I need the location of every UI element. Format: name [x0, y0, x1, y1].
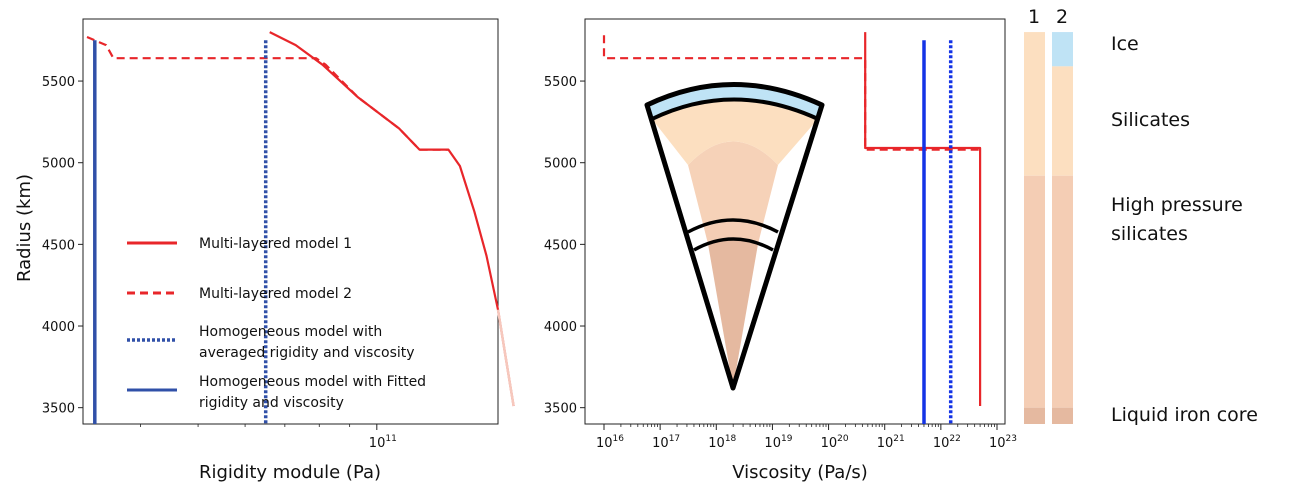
legend-entry-homog-averaged: Homogeneous model with averaged rigidity…: [127, 324, 415, 361]
viscosity-x-ticks: 1016 1017 1018 1019 1020 1021 1022 1023: [596, 424, 1017, 451]
wedge-silicates-shell: [652, 99, 818, 165]
viscosity-x-tick-label-1: 1016: [596, 434, 624, 451]
viscosity-y-tick-label-1: 3500: [544, 402, 577, 417]
wedge-boundary-hp1: [687, 218, 779, 234]
rigidity-y-tick-label-2: 4000: [42, 320, 75, 335]
legend: Multi-layered model 1 Multi-layered mode…: [127, 236, 426, 411]
viscosity-y-tick-label-3: 4500: [544, 238, 577, 253]
viscosity-x-tick-label-4: 1019: [764, 434, 792, 451]
wedge-ice-shell: [647, 84, 822, 119]
wedge-outline: [644, 82, 825, 391]
legend-label-homog-averaged-line1: Homogeneous model with: [199, 324, 382, 340]
viscosity-y-ticks: 3500 4000 4500 5000 5500: [544, 75, 585, 417]
viscosity-y-tick-label-2: 4000: [544, 320, 577, 335]
legend-entry-homog-fitted: Homogeneous model with Fitted rigidity a…: [127, 374, 426, 411]
viscosity-x-tick-label-6: 1021: [877, 434, 905, 451]
rigidity-x-tick-label-1: 1011: [369, 434, 397, 451]
legend-label-model-2: Multi-layered model 2: [199, 286, 352, 302]
rigidity-x-axis-label: Rigidity module (Pa): [199, 462, 381, 483]
viscosity-x-axis-label: Viscosity (Pa/s): [732, 462, 868, 483]
rigidity-chart: 3500 4000 4500 5000 5500 1011 Rigidity modul…: [14, 18, 515, 483]
layer-columns: 1 2 Ice Silicates High pressure silicate…: [1024, 6, 1258, 426]
legend-entry-model-1: Multi-layered model 1: [127, 236, 352, 252]
column-2-high-pressure-layer: [1052, 175, 1073, 408]
column-1-high-pressure-layer: [1024, 175, 1045, 408]
viscosity-y-tick-label-5: 5500: [544, 75, 577, 90]
legend-label-homog-fitted-line1: Homogeneous model with Fitted: [199, 374, 426, 390]
column-2-core-layer: [1052, 407, 1073, 424]
column-2-ice-layer: [1052, 32, 1073, 67]
column-header-1: 1: [1028, 6, 1040, 28]
rigidity-y-tick-label-1: 3500: [42, 402, 75, 417]
layer-label-high-pressure-line1: High pressure: [1111, 194, 1243, 216]
column-2-silicates-layer: [1052, 66, 1073, 176]
viscosity-chart: 3500 4000 4500 5000 5500 1016 1017 1018 1019 102…: [544, 18, 1017, 483]
column-1-silicates-layer: [1024, 32, 1045, 176]
viscosity-x-tick-label-8: 1023: [989, 434, 1017, 451]
viscosity-plot-frame: [584, 18, 1006, 425]
wedge-core: [708, 238, 758, 388]
rigidity-plot-frame: [82, 18, 499, 425]
column-1-core-layer: [1024, 407, 1045, 424]
wedge-high-pressure-inner-shell: [704, 221, 762, 244]
viscosity-series-group: [602, 32, 982, 424]
viscosity-x-tick-label-5: 1020: [821, 434, 849, 451]
layer-label-high-pressure-line2: silicates: [1111, 223, 1188, 245]
wedge-high-pressure-shell: [688, 141, 778, 228]
rigidity-y-tick-label-5: 5500: [42, 75, 75, 90]
rigidity-x-ticks: 1011: [140, 424, 397, 451]
layer-column-bars: [1024, 32, 1073, 424]
viscosity-x-tick-label-3: 1018: [708, 434, 736, 451]
rigidity-series-group: [86, 31, 515, 424]
viscosity-y-tick-label-4: 5000: [544, 157, 577, 172]
wedge-boundary-ice: [651, 97, 819, 121]
rigidity-y-axis-label: Radius (km): [14, 174, 35, 282]
legend-entry-model-2: Multi-layered model 2: [127, 286, 352, 302]
viscosity-x-tick-label-7: 1022: [933, 434, 961, 451]
layer-label-silicates: Silicates: [1111, 109, 1190, 131]
rigidity-y-tick-label-3: 4500: [42, 238, 75, 253]
rigidity-y-ticks: 3500 4000 4500 5000 5500: [42, 75, 83, 417]
legend-label-model-1: Multi-layered model 1: [199, 236, 352, 252]
legend-label-homog-fitted-line2: rigidity and viscosity: [199, 395, 344, 411]
planet-wedge-diagram: [644, 82, 825, 391]
rigidity-y-tick-label-4: 5000: [42, 157, 75, 172]
rigidity-series-1-lower-segment: [496, 309, 515, 407]
layer-label-core: Liquid iron core: [1111, 404, 1258, 426]
viscosity-x-tick-label-2: 1017: [652, 434, 680, 451]
legend-label-homog-averaged-line2: averaged rigidity and viscosity: [199, 345, 415, 361]
rigidity-series-2-line: [86, 35, 449, 151]
wedge-boundary-hp2: [693, 237, 774, 252]
layer-label-ice: Ice: [1111, 33, 1139, 55]
column-header-2: 2: [1056, 6, 1068, 28]
viscosity-series-2-line: [602, 35, 981, 151]
